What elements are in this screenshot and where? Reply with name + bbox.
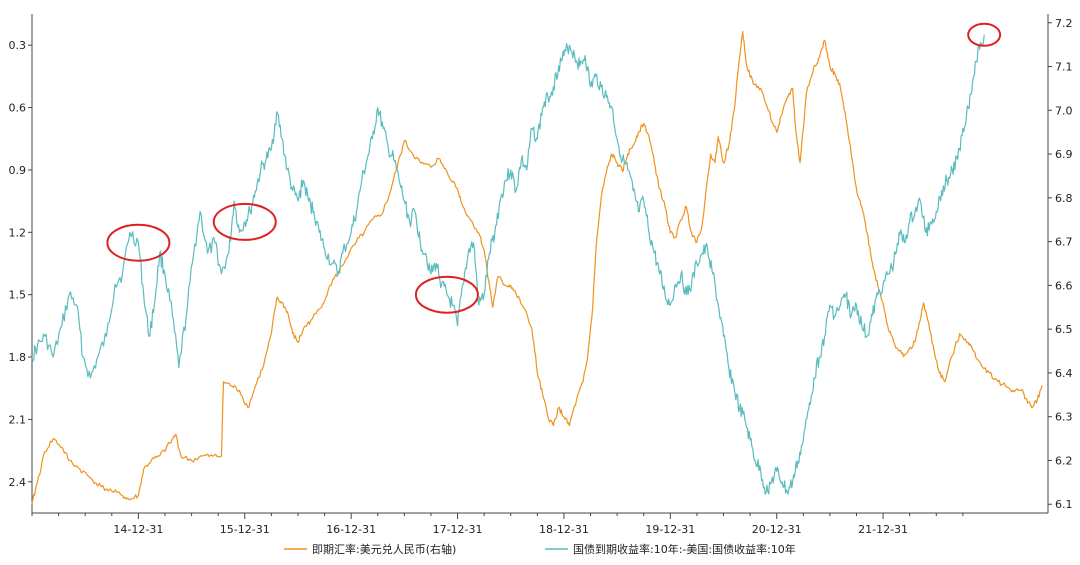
x-axis-tick-label: 15-12-31 (220, 523, 270, 536)
left-axis-tick-label: 2.1 (9, 413, 27, 426)
right-axis-tick-label: 6.9 (1055, 148, 1073, 161)
x-axis-tick-label: 21-12-31 (858, 523, 908, 536)
left-axis-tick-label: 2.4 (9, 476, 27, 489)
right-axis-tick-label: 6.8 (1055, 192, 1073, 205)
right-axis-tick-label: 7.2 (1055, 17, 1073, 30)
legend-label-spread: 国债到期收益率:10年:-美国:国债收益率:10年 (573, 542, 796, 556)
right-axis-tick-label: 6.6 (1055, 279, 1073, 292)
x-axis-tick-label: 18-12-31 (539, 523, 589, 536)
x-axis-tick-label: 20-12-31 (752, 523, 802, 536)
right-axis-tick-label: 6.5 (1055, 323, 1073, 336)
x-axis-tick-label: 14-12-31 (113, 523, 163, 536)
left-axis-tick-label: 1.5 (9, 289, 27, 302)
highlight-circle (967, 22, 1002, 47)
highlight-circle (212, 202, 277, 241)
left-axis-tick-label: 1.2 (9, 226, 27, 239)
right-axis-tick-label: 6.3 (1055, 411, 1073, 424)
left-axis-tick-label: 0.6 (9, 102, 27, 115)
highlight-circle (414, 275, 479, 314)
right-axis-tick-label: 7.1 (1055, 61, 1073, 74)
right-axis-tick-label: 6.7 (1055, 236, 1073, 249)
right-axis-tick-label: 6.1 (1055, 498, 1073, 511)
series-line-usdcny (31, 30, 1043, 505)
series-line-spread (31, 34, 985, 495)
left-axis-tick-label: 0.9 (9, 164, 27, 177)
legend-label-usdcny: 即期汇率:美元兑人民币(右轴) (312, 542, 456, 556)
right-axis-tick-label: 6.4 (1055, 367, 1073, 380)
right-axis-tick-label: 7.0 (1055, 104, 1073, 117)
left-axis-tick-label: 0.3 (9, 39, 27, 52)
x-axis-tick-label: 19-12-31 (645, 523, 695, 536)
x-axis-tick-label: 17-12-31 (433, 523, 483, 536)
x-axis-tick-label: 16-12-31 (326, 523, 376, 536)
highlight-circle (106, 223, 171, 262)
right-axis-tick-label: 6.2 (1055, 454, 1073, 467)
left-axis-tick-label: 1.8 (9, 351, 27, 364)
